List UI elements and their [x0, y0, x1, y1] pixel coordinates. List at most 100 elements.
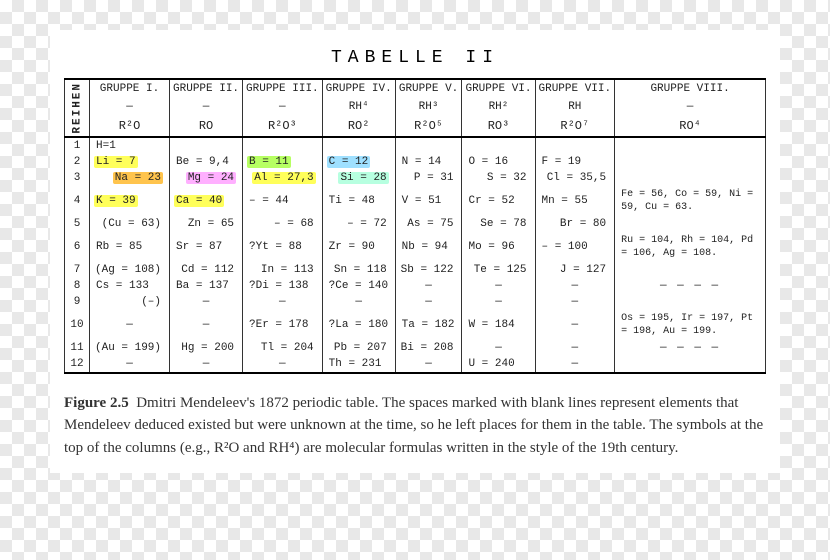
cell: Ru = 104, Rh = 104, Pd = 106, Ag = 108. — [619, 234, 762, 260]
cell: — — — — — [658, 280, 722, 292]
cell: Cs = 133 — [94, 280, 151, 292]
cell: — — [570, 358, 581, 370]
table-row: 9 (–) — — — — — — — [65, 294, 766, 310]
cell: Ca = 40 — [174, 195, 224, 207]
cell: Zr = 90 — [327, 241, 377, 253]
cell: Mn = 55 — [540, 195, 590, 207]
group-6-sub: RH² — [462, 98, 535, 116]
group-3-sub: — — [243, 98, 323, 116]
group-1-sub: — — [90, 98, 170, 116]
table-row: 2 Li = 7 Be = 9,4 B = 11 C = 12 N = 14 O… — [65, 154, 766, 170]
cell: — — [201, 319, 212, 331]
cell: Nb = 94 — [400, 241, 450, 253]
cell: Li = 7 — [94, 156, 138, 168]
row-num: 9 — [65, 294, 90, 310]
row-num: 2 — [65, 154, 90, 170]
row-num: 11 — [65, 340, 90, 356]
cell: Tl = 204 — [259, 342, 316, 354]
cell: — — [201, 358, 212, 370]
cell: Mg = 24 — [186, 172, 236, 184]
cell: ?Er = 178 — [247, 319, 310, 331]
row-num: 1 — [65, 137, 90, 154]
cell: — — [423, 296, 434, 308]
cell: (–) — [139, 296, 163, 308]
cell: In = 113 — [259, 264, 316, 276]
cell: — — [570, 342, 581, 354]
cell: Hg = 200 — [179, 342, 236, 354]
group-2-formula: RO — [170, 116, 243, 137]
cell: — — [124, 319, 135, 331]
cell: Cl = 35,5 — [545, 172, 608, 184]
cell: P = 31 — [412, 172, 456, 184]
group-7-sub: RH — [535, 98, 615, 116]
cell: — — [493, 296, 504, 308]
cell: Te = 125 — [472, 264, 529, 276]
mendeleev-table: REIHEN GRUPPE I. GRUPPE II. GRUPPE III. … — [64, 78, 766, 374]
cell: Fe = 56, Co = 59, Ni = 59, Cu = 63. — [619, 188, 762, 214]
cell: — — [277, 296, 288, 308]
group-6-formula: RO³ — [462, 116, 535, 137]
cell: Ba = 137 — [174, 280, 231, 292]
group-4-name: GRUPPE IV. — [322, 79, 395, 98]
cell: Zn = 65 — [186, 218, 236, 230]
group-7-name: GRUPPE VII. — [535, 79, 615, 98]
cell: Se = 78 — [478, 218, 528, 230]
table-title: TABELLE II — [64, 48, 766, 68]
table-row: 5 (Cu = 63) Zn = 65 – = 68 – = 72 As = 7… — [65, 216, 766, 232]
group-5-sub: RH³ — [395, 98, 462, 116]
group-3-name: GRUPPE III. — [243, 79, 323, 98]
table-row: 3 Na = 23 Mg = 24 Al = 27,3 Si = 28 P = … — [65, 170, 766, 186]
cell: C = 12 — [327, 156, 371, 168]
cell: Os = 195, Ir = 197, Pt = 198, Au = 199. — [619, 312, 762, 338]
row-num: 5 — [65, 216, 90, 232]
table-row: 4 K = 39 Ca = 40 – = 44 Ti = 48 V = 51 C… — [65, 186, 766, 216]
cell: Bi = 208 — [399, 342, 456, 354]
cell: (Ag = 108) — [93, 264, 163, 276]
page-container: TABELLE II REIHEN GRUPPE I. GRUPPE II. G… — [50, 30, 780, 473]
cell: — — [570, 319, 581, 331]
cell: Cd = 112 — [179, 264, 236, 276]
table-row: 6 Rb = 85 Sr = 87 ?Yt = 88 Zr = 90 Nb = … — [65, 232, 766, 262]
table-row: 8 Cs = 133 Ba = 137 ?Di = 138 ?Ce = 140 … — [65, 278, 766, 294]
cell: Sn = 118 — [332, 264, 389, 276]
cell: – = 72 — [345, 218, 389, 230]
cell: O = 16 — [466, 156, 510, 168]
table-row: 7 (Ag = 108) Cd = 112 In = 113 Sn = 118 … — [65, 262, 766, 278]
cell: – = 68 — [272, 218, 316, 230]
cell: — — [201, 296, 212, 308]
cell: V = 51 — [400, 195, 444, 207]
group-6-name: GRUPPE VI. — [462, 79, 535, 98]
row-num: 4 — [65, 186, 90, 216]
cell: K = 39 — [94, 195, 138, 207]
table-row: 10 — — ?Er = 178 ?La = 180 Ta = 182 W = … — [65, 310, 766, 340]
cell: F = 19 — [540, 156, 584, 168]
group-5-name: GRUPPE V. — [395, 79, 462, 98]
group-1-formula: R²O — [90, 116, 170, 137]
table-row: 1 H=1 — [65, 137, 766, 154]
row-num: 12 — [65, 356, 90, 373]
cell: Cr = 52 — [466, 195, 516, 207]
table-row: 12 — — — Th = 231 — U = 240 — — [65, 356, 766, 373]
group-2-name: GRUPPE II. — [170, 79, 243, 98]
cell: — — [570, 280, 581, 292]
cell: Ta = 182 — [400, 319, 457, 331]
caption-label: Figure 2.5 — [64, 395, 129, 411]
cell: — — [353, 296, 364, 308]
cell: Rb = 85 — [94, 241, 144, 253]
cell: Sb = 122 — [399, 264, 456, 276]
row-num: 10 — [65, 310, 90, 340]
group-7-formula: R²O⁷ — [535, 116, 615, 137]
cell: Be = 9,4 — [174, 156, 231, 168]
cell: B = 11 — [247, 156, 291, 168]
cell: — — [493, 342, 504, 354]
cell: Mo = 96 — [466, 241, 516, 253]
group-8-name: GRUPPE VIII. — [615, 79, 766, 98]
cell: — — [493, 280, 504, 292]
cell: Th = 231 — [327, 358, 384, 370]
group-1-name: GRUPPE I. — [90, 79, 170, 98]
group-2-sub: — — [170, 98, 243, 116]
group-3-formula: R²O³ — [243, 116, 323, 137]
cell: – = 100 — [540, 241, 590, 253]
cell: — — [423, 280, 434, 292]
cell: – = 44 — [247, 195, 291, 207]
